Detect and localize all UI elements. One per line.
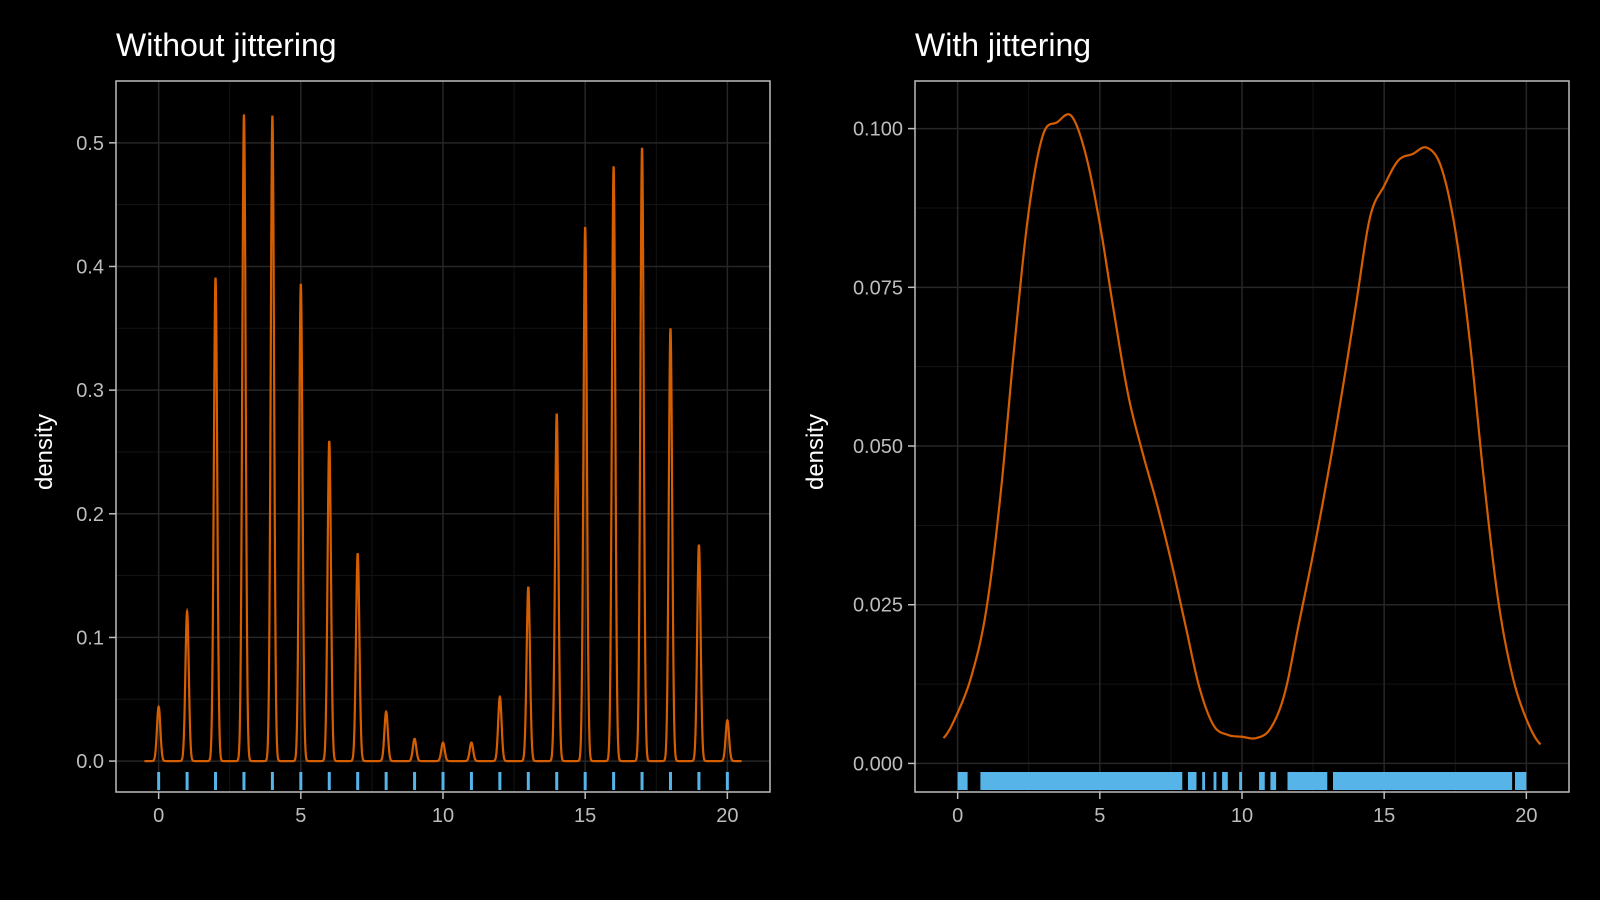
rug-segment [1287,772,1328,790]
x-tick-label: 0 [952,805,963,827]
panel-border [914,80,1570,793]
chart-title: With jittering [915,27,1091,63]
x-tick-label: 20 [1515,805,1537,827]
x-tick-label: 20 [716,805,738,827]
density-line [144,114,742,763]
rug-segment [1239,772,1242,790]
y-tick-label: 0.050 [853,436,903,458]
y-axis-label: density [802,414,829,490]
chart-without-jittering: Without jittering density 0 5 10 15 20 0.0 0.1… [31,27,771,827]
x-tick-label: 0 [153,805,164,827]
x-tick-label: 15 [574,805,596,827]
grid [116,81,770,792]
y-axis-label: density [31,414,58,490]
density-series [942,113,1542,746]
y-tick-label: 0.4 [76,256,104,278]
rug [157,772,729,790]
x-tick-label: 15 [1373,805,1395,827]
rug-segment [980,772,1183,790]
rug-segment [1187,772,1197,790]
y-tick-label: 0.000 [853,753,903,775]
y-tick-label: 0.1 [76,627,104,649]
density-series [144,114,742,763]
rug-segment [1514,772,1527,790]
rug-segment [1213,772,1217,790]
y-tick-label: 0.2 [76,504,104,526]
y-tick-label: 0.025 [853,595,903,617]
grid [915,81,1569,792]
y-tick-label: 0.0 [76,751,104,773]
axes: 0 5 10 15 20 0.000 0.025 0.050 0.075 0.100 [853,119,1538,827]
y-tick-label: 0.075 [853,277,903,299]
panel-border [115,80,771,793]
x-tick-label: 5 [1094,805,1105,827]
axes: 0 5 10 15 20 0.0 0.1 0.2 0.3 0.4 0.5 [76,133,738,827]
rug-segment [1202,772,1206,790]
chart-with-jittering: With jittering density 0 5 10 15 20 0.000 0.02… [802,27,1570,827]
rug [957,772,1527,790]
rug-segment [1259,772,1265,790]
x-tick-label: 10 [1231,805,1253,827]
rug-segment [1222,772,1228,790]
x-tick-label: 5 [295,805,306,827]
y-tick-label: 0.100 [853,119,903,141]
density-line [942,113,1542,746]
y-tick-label: 0.3 [76,380,104,402]
x-tick-label: 10 [432,805,454,827]
rug-segment [1332,772,1513,790]
y-tick-label: 0.5 [76,133,104,155]
rug-segment [957,772,968,790]
rug-segment [1270,772,1277,790]
chart-title: Without jittering [116,27,337,63]
